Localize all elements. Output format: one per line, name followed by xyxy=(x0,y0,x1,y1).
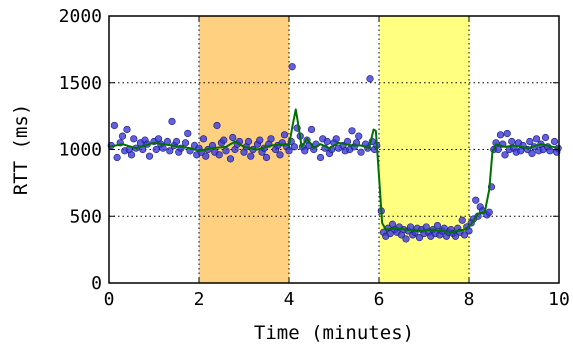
data-point xyxy=(323,137,331,146)
data-point xyxy=(528,149,536,158)
data-point xyxy=(402,235,410,243)
y-tick-label: 0 xyxy=(91,273,102,294)
data-point xyxy=(229,133,237,142)
smoothed-trend-line xyxy=(108,108,560,234)
data-point xyxy=(215,151,223,159)
y-tick-label: 2000 xyxy=(59,6,102,27)
data-point xyxy=(168,117,176,126)
data-point xyxy=(166,147,174,155)
data-point xyxy=(496,131,505,139)
data-point xyxy=(226,155,235,163)
data-point xyxy=(288,63,296,71)
data-point xyxy=(222,147,230,155)
data-point xyxy=(501,151,509,159)
data-point xyxy=(485,208,493,216)
data-point xyxy=(460,231,469,239)
data-point xyxy=(301,147,309,155)
data-point xyxy=(127,151,136,159)
data-point xyxy=(433,221,442,230)
data-point xyxy=(130,135,138,143)
data-point xyxy=(532,135,541,143)
data-point xyxy=(172,137,181,146)
data-point xyxy=(280,131,289,139)
data-point xyxy=(458,216,466,224)
y-tick-label: 1500 xyxy=(59,73,102,94)
data-point xyxy=(244,137,253,146)
data-point xyxy=(415,234,424,242)
data-point xyxy=(199,135,208,143)
data-point xyxy=(285,147,293,155)
data-point xyxy=(276,151,284,159)
axis-ticks: 0 2 4 6 8 10 0 500 1000 1500 2000 xyxy=(59,6,570,310)
data-point xyxy=(386,230,394,238)
data-point xyxy=(213,121,221,130)
data-point xyxy=(123,125,131,134)
data-point xyxy=(110,121,118,130)
data-point xyxy=(494,145,502,154)
data-point xyxy=(541,133,550,142)
data-point xyxy=(316,153,325,162)
data-point xyxy=(145,152,154,160)
data-point xyxy=(118,132,127,140)
data-point xyxy=(526,137,534,146)
y-tick-label: 1000 xyxy=(59,140,102,161)
data-point xyxy=(307,125,316,134)
data-point xyxy=(550,137,559,146)
data-point xyxy=(508,137,516,146)
data-point xyxy=(465,227,473,235)
data-point xyxy=(546,147,554,155)
data-point xyxy=(262,153,271,162)
data-point xyxy=(181,139,190,147)
data-point xyxy=(290,143,299,151)
y-tick-label: 500 xyxy=(69,206,102,227)
data-point xyxy=(503,129,511,138)
data-point xyxy=(366,75,374,83)
data-point xyxy=(184,129,192,138)
x-tick-label: 2 xyxy=(194,289,205,310)
x-tick-label: 4 xyxy=(284,289,295,310)
data-point xyxy=(355,132,363,140)
data-point xyxy=(256,136,264,144)
x-tick-label: 10 xyxy=(548,289,570,310)
data-point xyxy=(202,152,210,160)
y-axis-label: RTT (ms) xyxy=(10,104,32,196)
data-point xyxy=(113,153,121,162)
data-point xyxy=(451,232,460,240)
data-point xyxy=(332,135,340,143)
x-tick-label: 8 xyxy=(464,289,475,310)
data-point xyxy=(472,196,480,204)
x-axis-label: Time (minutes) xyxy=(254,322,414,344)
x-tick-label: 6 xyxy=(374,289,385,310)
data-point xyxy=(247,152,255,160)
scatter-series xyxy=(107,63,562,243)
data-point xyxy=(267,135,275,143)
data-point xyxy=(357,148,365,156)
data-point xyxy=(152,145,160,154)
data-point xyxy=(159,144,167,152)
data-point xyxy=(220,136,228,144)
x-tick-label: 0 xyxy=(104,289,115,310)
data-point xyxy=(348,127,356,135)
